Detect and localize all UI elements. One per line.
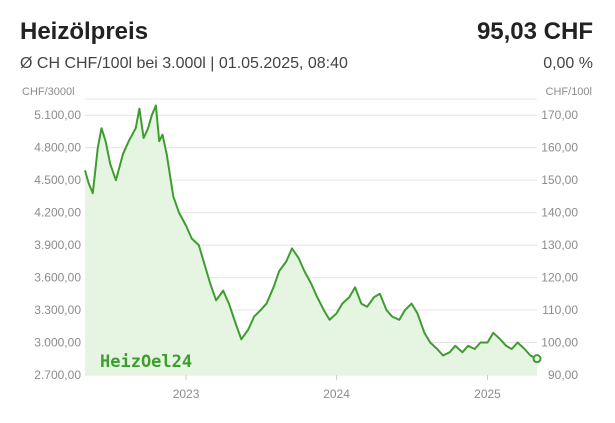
left-axis-unit: CHF/3000l (22, 86, 75, 98)
price-line (84, 104, 538, 360)
right-tick-label: 130,00 (541, 238, 578, 252)
x-tick-label: 2024 (323, 387, 350, 401)
right-tick-label: 170,00 (541, 108, 578, 122)
right-tick-label: 110,00 (542, 303, 578, 317)
left-tick-label: 4.200,00 (34, 206, 81, 220)
right-tick-label: 150,00 (541, 173, 578, 187)
right-axis-unit: CHF/100l (546, 86, 592, 98)
heizoel24-watermark: HeizOel24 (100, 352, 192, 372)
current-price-marker (532, 354, 542, 364)
x-tick-label: 2025 (474, 387, 501, 401)
right-tick-label: 140,00 (541, 206, 578, 220)
left-axis: CHF/3000l 5.100,00 4.800,00 4.500,00 4.200,0… (22, 86, 81, 382)
right-tick-label: 100,00 (541, 336, 578, 350)
current-price: 95,03 CHF (476, 18, 593, 45)
right-tick-label: 120,00 (541, 271, 578, 285)
left-tick-label: 3.900,00 (34, 238, 81, 252)
price-chart[interactable]: HeizOel24 CHF/3000l 5.100,00 4.800,00 4.500… (0, 85, 615, 405)
page-title: Heizölpreis (20, 18, 149, 45)
x-tick-label: 2023 (173, 387, 200, 401)
price-change: 0,00 % (543, 55, 593, 72)
left-tick-label: 3.300,00 (34, 303, 81, 317)
price-subtitle: Ø CH CHF/100l bei 3.000l | 01.05.2025, 0… (20, 55, 348, 72)
x-axis: 2023 2024 2025 (173, 375, 501, 401)
left-tick-label: 4.800,00 (34, 141, 81, 155)
right-tick-label: 90,00 (548, 368, 578, 382)
right-axis: CHF/100l 170,00 160,00 150,00 140,00 130,00 12… (541, 86, 592, 382)
left-tick-label: 2.700,00 (34, 368, 81, 382)
left-tick-label: 5.100,00 (34, 108, 81, 122)
right-tick-label: 160,00 (541, 141, 578, 155)
left-tick-label: 4.500,00 (34, 173, 81, 187)
left-tick-label: 3.600,00 (34, 271, 81, 285)
left-tick-label: 3.000,00 (34, 336, 81, 350)
price-area (85, 105, 537, 375)
